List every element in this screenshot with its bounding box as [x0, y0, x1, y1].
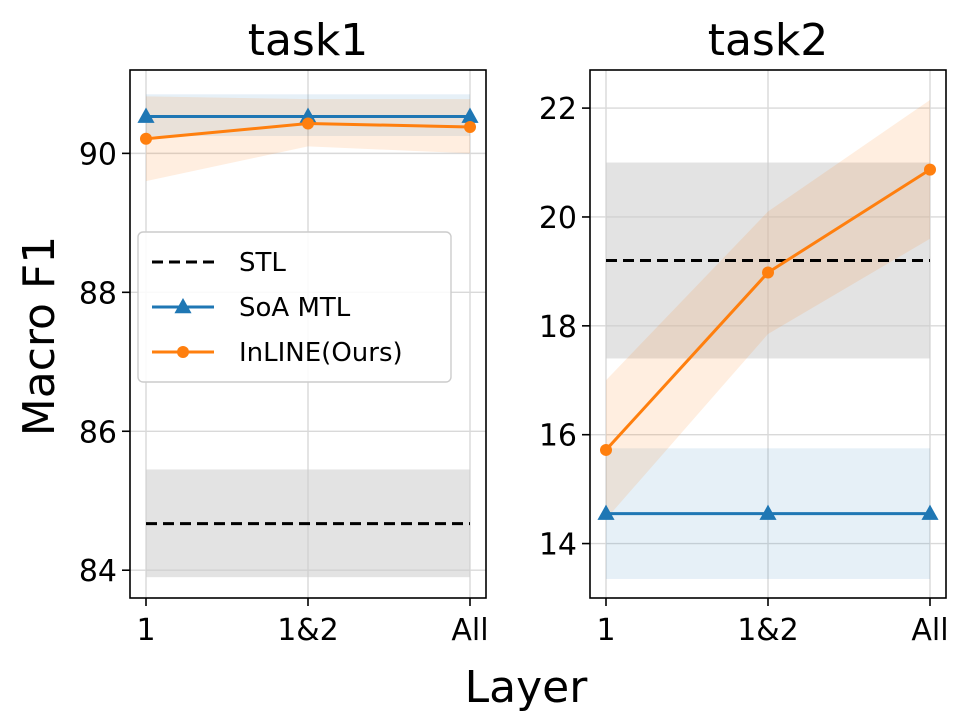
- soa-mtl-point: [137, 107, 155, 123]
- x-tick-label: 1&2: [737, 613, 799, 648]
- y-tick-label: 84: [79, 554, 117, 589]
- y-tick-label: 86: [79, 415, 117, 450]
- legend-label: SoA MTL: [239, 293, 351, 323]
- legend: STL SoA MTL InLINE(Ours): [137, 231, 452, 383]
- soa-mtl-point: [921, 504, 939, 520]
- inline-ours-point: [464, 120, 476, 133]
- y-tick-label: 20: [539, 201, 577, 236]
- soa-mtl-point: [461, 107, 479, 123]
- y-tick-label: 90: [79, 137, 117, 172]
- x-tick-label: All: [911, 613, 948, 648]
- soa-mtl-point: [759, 504, 777, 520]
- y-tick-label: 18: [539, 310, 577, 345]
- legend-box: [137, 231, 452, 383]
- soa-mtl-point: [299, 107, 317, 123]
- panel-title-task2: task2: [708, 15, 829, 66]
- inline-ours-point: [600, 443, 612, 456]
- x-tick-label: 1: [136, 613, 155, 648]
- legend-marker: [174, 298, 192, 314]
- soa-mtl-point: [597, 504, 615, 520]
- inline-ours-point: [140, 132, 152, 145]
- legend-marker: [177, 346, 189, 358]
- x-tick-label: 1&2: [277, 613, 339, 648]
- y-tick-label: 14: [539, 528, 577, 563]
- y-tick-label: 16: [539, 419, 577, 454]
- legend-label: STL: [239, 248, 286, 278]
- panel-task1: 84 86 88 90 1 1&2 All task1 STL SoA MTL InLINE(Our…: [79, 15, 489, 648]
- inline-ours-point: [302, 117, 314, 130]
- inline-ours-point: [762, 266, 774, 279]
- y-axis-title: Macro F1: [14, 236, 65, 436]
- y-tick-label: 88: [79, 276, 117, 311]
- x-axis-title: Layer: [465, 662, 589, 713]
- inline-ours-band: [606, 99, 930, 520]
- x-tick-label: All: [451, 613, 488, 648]
- x-tick-label: 1: [596, 613, 615, 648]
- y-tick-label: 22: [539, 92, 577, 127]
- panel-title-task1: task1: [248, 15, 369, 66]
- legend-label: InLINE(Ours): [239, 338, 403, 368]
- inline-ours-point: [924, 163, 936, 176]
- panel-task2: 14 16 18 20 22 1 1&2 All task2: [539, 15, 949, 648]
